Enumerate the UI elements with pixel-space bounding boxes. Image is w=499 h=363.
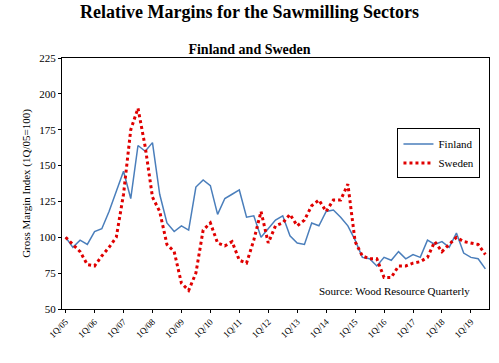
svg-text:1Q/12: 1Q/12	[250, 317, 273, 340]
svg-text:Source: Wood Resource Quarterl: Source: Wood Resource Quarterly	[319, 285, 470, 297]
svg-text:1Q/18: 1Q/18	[424, 316, 447, 339]
svg-text:Relative Margins for the Sawmi: Relative Margins for the Sawmilling Sect…	[80, 2, 419, 22]
svg-text:1Q/07: 1Q/07	[105, 316, 128, 339]
svg-text:1Q/08: 1Q/08	[134, 316, 157, 339]
svg-text:100: 100	[39, 231, 56, 243]
svg-text:1Q/09: 1Q/09	[163, 316, 186, 339]
svg-text:Gross Margin Index (1Q/05=100): Gross Margin Index (1Q/05=100)	[20, 109, 33, 258]
svg-text:1Q/17: 1Q/17	[395, 316, 418, 339]
svg-text:1Q/11: 1Q/11	[221, 317, 244, 340]
svg-text:Sweden: Sweden	[438, 157, 473, 169]
svg-text:1Q/13: 1Q/13	[279, 316, 302, 339]
svg-text:Finland and Sweden: Finland and Sweden	[188, 42, 310, 57]
svg-text:1Q/16: 1Q/16	[366, 316, 389, 339]
svg-text:175: 175	[39, 124, 56, 136]
svg-text:50: 50	[45, 303, 57, 315]
svg-text:225: 225	[39, 52, 56, 64]
svg-text:1Q/10: 1Q/10	[192, 316, 215, 339]
svg-text:1Q/14: 1Q/14	[308, 316, 331, 339]
svg-text:1Q/06: 1Q/06	[76, 316, 99, 339]
svg-text:Finland: Finland	[438, 138, 472, 150]
svg-text:125: 125	[39, 195, 56, 207]
svg-text:150: 150	[39, 159, 56, 171]
svg-text:1Q/05: 1Q/05	[47, 316, 70, 339]
svg-text:1Q/15: 1Q/15	[337, 316, 360, 339]
svg-text:75: 75	[45, 267, 57, 279]
svg-text:200: 200	[39, 88, 56, 100]
svg-text:1Q/19: 1Q/19	[453, 316, 476, 339]
